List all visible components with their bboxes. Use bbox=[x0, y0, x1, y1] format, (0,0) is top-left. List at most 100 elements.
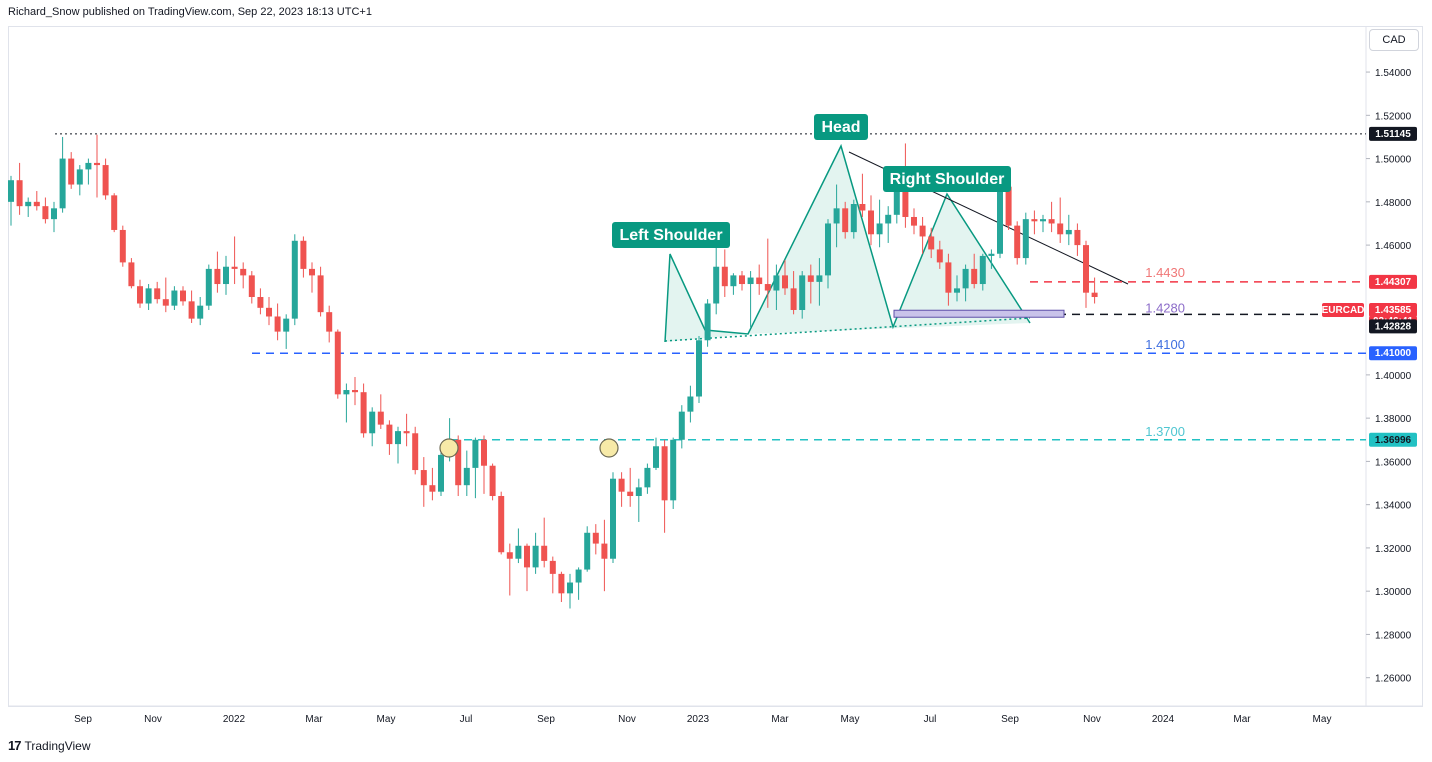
x-tick-label: Jul bbox=[924, 714, 937, 725]
candle-body bbox=[111, 195, 118, 230]
candle-body bbox=[790, 288, 797, 310]
x-tick-label: Jul bbox=[460, 714, 473, 725]
candle-body bbox=[919, 225, 926, 237]
candle-body bbox=[635, 487, 642, 497]
candle-body bbox=[954, 288, 960, 293]
y-tick-label: 1.36000 bbox=[1375, 457, 1412, 468]
candle-body bbox=[291, 240, 298, 319]
candle-body bbox=[704, 303, 711, 341]
y-tick-label: 1.54000 bbox=[1375, 68, 1412, 79]
candle-body bbox=[627, 491, 634, 497]
candle-body bbox=[558, 573, 565, 594]
candle-body bbox=[145, 288, 152, 304]
currency-button[interactable]: CAD bbox=[1369, 29, 1419, 51]
candle-body bbox=[42, 206, 49, 220]
price-tag-current-bg bbox=[1369, 303, 1417, 317]
candle-body bbox=[713, 266, 720, 304]
candle-body bbox=[498, 496, 505, 553]
y-tick-label: 1.32000 bbox=[1375, 544, 1412, 555]
candle-body bbox=[979, 255, 986, 285]
x-tick-label: Mar bbox=[1233, 714, 1251, 725]
candle-body bbox=[25, 201, 32, 207]
candle-body bbox=[911, 216, 917, 226]
candle-body bbox=[541, 545, 548, 561]
price-tag-1.42828: 1.42828 bbox=[1375, 321, 1412, 332]
candle-body bbox=[506, 552, 513, 559]
x-tick-label: Mar bbox=[305, 714, 323, 725]
candle-body bbox=[799, 275, 806, 310]
x-tick-label: Sep bbox=[1001, 714, 1019, 725]
x-tick-label: Nov bbox=[618, 714, 636, 725]
price-tag-1.42828-bg bbox=[1369, 319, 1417, 334]
candle-body bbox=[1022, 219, 1029, 259]
candle-body bbox=[1091, 292, 1098, 298]
highlight-circle-marker bbox=[439, 438, 459, 458]
symbol-tag-bg bbox=[1322, 303, 1364, 317]
candle-body bbox=[85, 162, 92, 170]
x-tick-label: 2024 bbox=[1152, 714, 1175, 725]
candle-body bbox=[1031, 219, 1038, 222]
candle-body bbox=[309, 268, 315, 276]
candle-body bbox=[721, 266, 728, 287]
candle-body bbox=[274, 316, 281, 332]
candle-body bbox=[661, 446, 668, 501]
y-tick-label: 1.26000 bbox=[1375, 674, 1412, 685]
candle-body bbox=[747, 277, 754, 285]
candle-body bbox=[1014, 225, 1021, 259]
candle-body bbox=[653, 446, 659, 468]
right-shoulder-label-bg bbox=[883, 166, 1011, 192]
candle-body bbox=[549, 560, 556, 574]
x-tick-label: 2023 bbox=[687, 714, 710, 725]
pattern-fill bbox=[665, 146, 1030, 342]
candle-body bbox=[180, 290, 186, 302]
candle-body bbox=[1083, 245, 1089, 293]
y-tick-label: 1.28000 bbox=[1375, 630, 1412, 641]
candle-body bbox=[33, 201, 40, 207]
publisher-caption: Richard_Snow published on TradingView.co… bbox=[8, 6, 372, 18]
level-label-1.4430: 1.4430 bbox=[1145, 265, 1185, 280]
candle-body bbox=[300, 240, 307, 269]
neckline-dotted bbox=[664, 317, 1031, 342]
x-tick-label: Nov bbox=[144, 714, 162, 725]
candle-body bbox=[1057, 223, 1064, 235]
candle-body bbox=[51, 208, 57, 220]
candle-body bbox=[119, 229, 126, 263]
candle-body bbox=[618, 478, 625, 492]
candle-body bbox=[68, 158, 75, 185]
candle-body bbox=[601, 543, 608, 559]
candle-body bbox=[395, 431, 401, 445]
candle-body bbox=[59, 158, 66, 209]
highlight-circle-marker bbox=[599, 438, 619, 458]
x-tick-label: Sep bbox=[537, 714, 555, 725]
candle-body bbox=[584, 532, 591, 570]
candle-body bbox=[756, 277, 763, 285]
x-tick-label: Nov bbox=[1083, 714, 1101, 725]
candle-body bbox=[696, 340, 702, 397]
candle-body bbox=[377, 411, 384, 425]
candle-body bbox=[420, 470, 427, 486]
candle-body bbox=[988, 253, 995, 256]
price-tag-current: 1.43585 bbox=[1375, 305, 1412, 316]
candle-body bbox=[893, 180, 900, 215]
candle-body bbox=[687, 396, 694, 412]
price-tag-1.36996: 1.36996 bbox=[1375, 435, 1412, 446]
candle-body bbox=[1048, 219, 1055, 224]
candle-body bbox=[1040, 219, 1046, 222]
symbol-tag: EURCAD bbox=[1322, 305, 1365, 316]
price-tag-1.41000-bg bbox=[1369, 346, 1417, 361]
candle-body bbox=[94, 162, 100, 166]
x-tick-label: May bbox=[377, 714, 396, 725]
price-tag-1.44307-bg bbox=[1369, 274, 1417, 289]
candle-body bbox=[248, 275, 255, 298]
candle-body bbox=[842, 208, 849, 233]
y-tick-label: 1.40000 bbox=[1375, 371, 1412, 382]
candle-body bbox=[859, 204, 866, 211]
candle-body bbox=[223, 266, 229, 285]
candle-body bbox=[197, 305, 204, 319]
y-tick-label: 1.50000 bbox=[1375, 155, 1412, 166]
y-tick-label: 1.38000 bbox=[1375, 414, 1412, 425]
x-tick-label: May bbox=[1313, 714, 1332, 725]
candle-body bbox=[524, 545, 530, 568]
candle-body bbox=[137, 286, 143, 304]
